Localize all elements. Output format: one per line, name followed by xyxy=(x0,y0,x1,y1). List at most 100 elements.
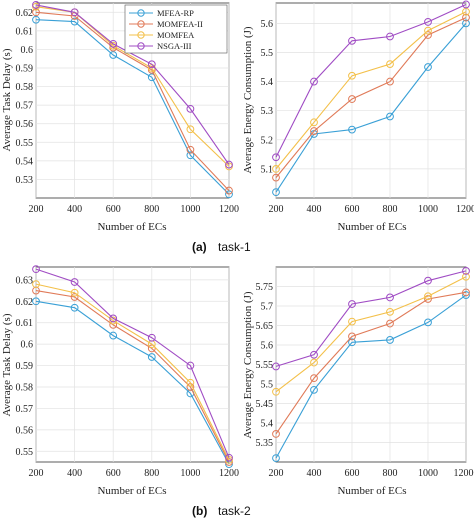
data-point xyxy=(424,31,432,39)
plot-task1-delay: 200 400 600 800 1000 1200 0.53 0.54 0.55 0.56 0.57… xyxy=(1,0,239,233)
data-point xyxy=(348,95,356,103)
data-point xyxy=(310,127,318,135)
x-tick-label: 1000 xyxy=(418,468,438,479)
data-point xyxy=(32,265,40,274)
caption-a-letter: (a) xyxy=(192,240,207,254)
data-point xyxy=(462,288,470,297)
data-point xyxy=(386,32,394,41)
y-tick-label: 0.57 xyxy=(16,101,34,112)
y-tick-label: 5.75 xyxy=(256,282,274,293)
data-point xyxy=(32,0,40,9)
y-tick-label: 0.57 xyxy=(16,404,34,415)
data-point xyxy=(462,0,470,9)
data-point xyxy=(462,272,470,281)
data-point xyxy=(348,71,356,80)
data-point xyxy=(272,362,280,371)
y-tick-label: 0.58 xyxy=(16,82,34,93)
x-tick-label: 400 xyxy=(67,204,82,215)
series-line-nsga-iii xyxy=(275,270,467,367)
series-line-nsga-iii xyxy=(35,4,230,165)
data-point xyxy=(462,13,470,22)
x-tick-label: 200 xyxy=(269,204,284,215)
y-tick-label: 0.6 xyxy=(21,340,34,351)
series-line-nsga-iii xyxy=(275,3,467,158)
y-axis-label: Average Task Delay (s) xyxy=(1,48,13,151)
y-tick-label: 0.53 xyxy=(16,175,34,186)
y-tick-label: 5.5 xyxy=(261,380,274,391)
data-point xyxy=(186,125,195,134)
legend-entry: MFEA-RP xyxy=(157,8,194,18)
y-axis-label: Average Task Delay (s) xyxy=(1,313,13,416)
y-tick-label: 5.3 xyxy=(261,106,274,117)
data-point xyxy=(386,319,394,328)
series-line-momfea-ii xyxy=(275,291,467,435)
data-point xyxy=(225,458,233,466)
y-tick-label: 0.59 xyxy=(16,64,34,75)
data-point xyxy=(424,292,432,301)
data-point xyxy=(147,60,156,69)
data-point xyxy=(348,338,356,347)
y-tick-label: 0.63 xyxy=(16,275,34,286)
legend-swatch-marker xyxy=(137,20,145,28)
data-point xyxy=(310,385,318,394)
data-point xyxy=(424,276,432,285)
y-tick-label: 5.45 xyxy=(256,399,274,410)
data-point xyxy=(70,278,79,286)
x-tick-label: 800 xyxy=(144,468,159,479)
legend-entry: MOMFEA-II xyxy=(157,19,203,29)
y-tick-label: 0.55 xyxy=(16,138,34,149)
y-tick-label: 0.6 xyxy=(21,45,34,56)
data-point xyxy=(272,454,280,463)
series-line-momfea xyxy=(35,283,230,461)
data-point xyxy=(70,8,79,17)
y-tick-label: 5.6 xyxy=(261,341,274,352)
y-tick-label: 0.59 xyxy=(16,361,34,372)
y-tick-label: 5.4 xyxy=(261,419,274,430)
x-tick-label: 400 xyxy=(307,468,322,479)
series-line-mfea-rp xyxy=(275,23,467,193)
data-point xyxy=(272,430,280,438)
y-tick-label: 5.65 xyxy=(256,321,274,332)
series-line-mfea-rp xyxy=(35,19,230,195)
y-tick-label: 0.56 xyxy=(16,425,34,436)
series-line-mfea-rp xyxy=(275,294,467,459)
data-point xyxy=(32,8,40,17)
data-point xyxy=(186,145,195,154)
caption-b-letter: (b) xyxy=(192,504,207,518)
x-tick-label: 1200 xyxy=(219,204,239,215)
y-tick-label: 5.5 xyxy=(261,48,274,59)
x-tick-label: 800 xyxy=(144,204,159,215)
data-point xyxy=(348,125,356,134)
data-point xyxy=(386,293,394,302)
legend-swatch-marker xyxy=(137,31,145,39)
data-point xyxy=(462,267,470,275)
data-point xyxy=(348,317,356,326)
data-point xyxy=(386,112,394,121)
axes-frame xyxy=(35,266,230,463)
y-tick-label: 0.62 xyxy=(16,297,34,308)
data-point xyxy=(386,307,394,316)
data-point xyxy=(310,374,318,383)
y-tick-label: 5.7 xyxy=(261,302,274,313)
legend-swatch-marker xyxy=(137,9,145,17)
x-tick-label: 600 xyxy=(345,468,360,479)
y-tick-label: 5.35 xyxy=(256,438,274,449)
data-point xyxy=(424,26,432,35)
data-point xyxy=(147,344,156,353)
x-tick-label: 600 xyxy=(106,204,121,215)
data-point xyxy=(386,336,394,344)
x-tick-label: 1000 xyxy=(418,204,438,215)
data-point xyxy=(462,19,470,28)
data-point xyxy=(424,318,432,327)
data-point xyxy=(186,104,195,113)
x-tick-label: 1200 xyxy=(219,468,239,479)
x-tick-label: 200 xyxy=(269,468,284,479)
data-point xyxy=(386,60,394,69)
caption-b-text: task-2 xyxy=(218,504,251,518)
data-point xyxy=(310,350,318,359)
y-axis-label: Average Energy Consumption (J) xyxy=(242,26,254,173)
